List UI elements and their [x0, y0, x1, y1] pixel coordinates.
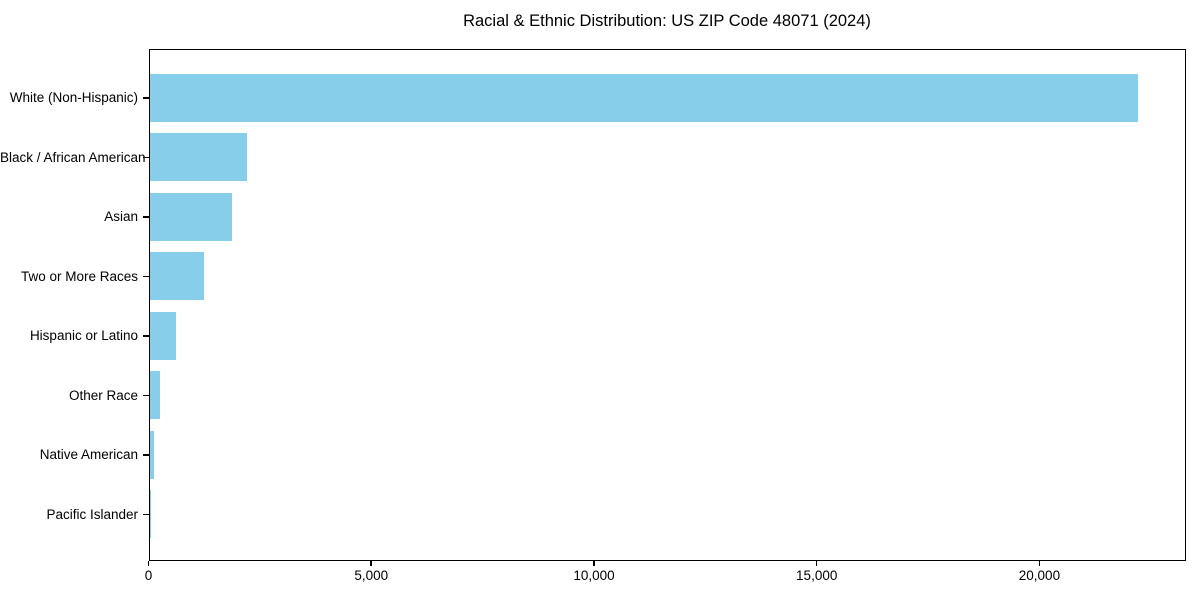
- y-tick-mark: [143, 275, 149, 278]
- y-tick-mark: [143, 513, 149, 516]
- y-tick-label: Two or More Races: [20, 268, 138, 284]
- chart-title: Racial & Ethnic Distribution: US ZIP Cod…: [463, 12, 871, 30]
- y-tick-label: Other Race: [68, 387, 138, 403]
- x-tick-mark: [815, 560, 818, 566]
- bar-white-non-hispanic: [149, 73, 1138, 122]
- x-tick-label: 0: [144, 568, 153, 583]
- bar-native-american: [149, 430, 154, 479]
- x-tick-mark: [593, 560, 595, 566]
- x-tick-mark: [370, 560, 372, 566]
- bar-hispanic-or-latino: [149, 311, 177, 360]
- bar-two-or-more-races: [149, 252, 204, 301]
- x-tick-label: 15,000: [796, 568, 838, 583]
- y-tick-label: Black / African American: [0, 149, 146, 165]
- x-tick-label: 20,000: [1018, 568, 1061, 583]
- bar-asian: [149, 192, 232, 241]
- x-tick-mark: [147, 560, 150, 566]
- bar-other-race: [149, 371, 160, 420]
- y-tick-label: Native American: [39, 447, 138, 463]
- y-tick-mark: [143, 335, 149, 337]
- x-tick-mark: [1038, 560, 1041, 566]
- y-tick-label: Hispanic or Latino: [29, 328, 138, 344]
- x-tick-label: 10,000: [573, 568, 615, 583]
- y-tick-label: Asian: [104, 209, 138, 225]
- y-tick-mark: [143, 394, 149, 397]
- bar-black-african-american: [149, 133, 248, 182]
- y-tick-mark: [143, 156, 149, 159]
- y-tick-label: White (Non-Hispanic): [9, 90, 138, 105]
- plot-area: [148, 49, 1186, 561]
- x-tick-label: 5,000: [354, 568, 389, 583]
- y-tick-mark: [143, 454, 149, 456]
- y-tick-mark: [143, 97, 149, 99]
- y-tick-label: Pacific Islander: [46, 506, 138, 522]
- y-tick-mark: [143, 216, 149, 218]
